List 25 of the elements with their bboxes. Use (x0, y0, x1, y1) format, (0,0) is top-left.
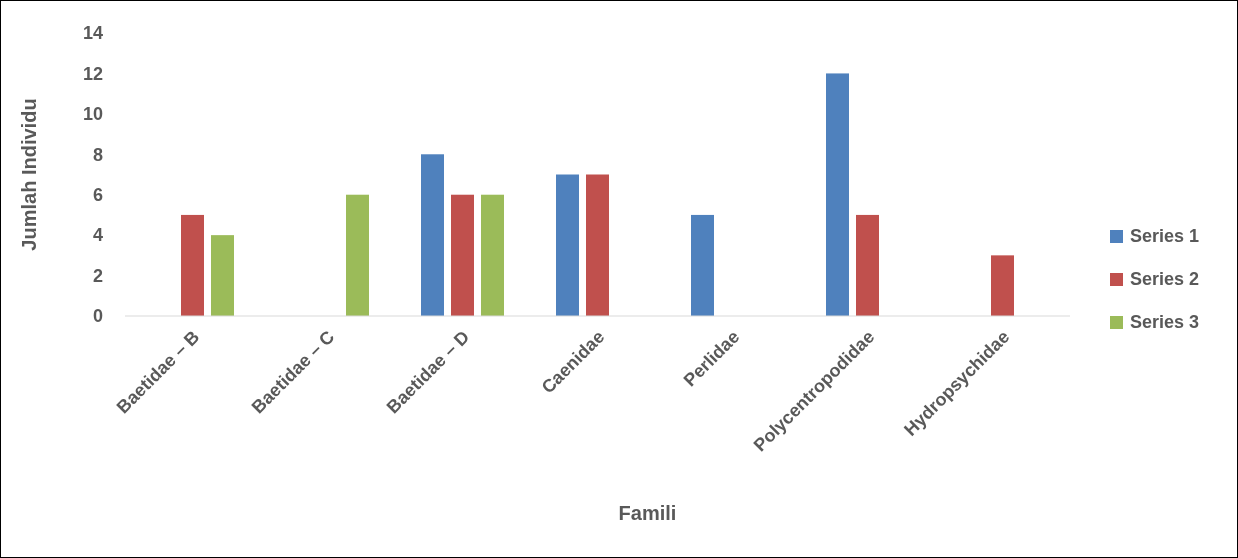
legend-label: Series 1 (1130, 226, 1200, 247)
bar (991, 255, 1014, 316)
bar (181, 214, 204, 316)
bar (556, 174, 579, 316)
y-tick-label: 6 (92, 185, 103, 206)
y-tick-label: 14 (82, 23, 103, 44)
bar (691, 214, 714, 316)
y-tick-label: 2 (92, 265, 103, 286)
bar (586, 174, 609, 316)
y-tick-label: 0 (92, 306, 103, 327)
bar (481, 194, 504, 316)
y-tick-label: 10 (82, 104, 103, 125)
bar (826, 73, 849, 316)
bar (211, 235, 234, 316)
x-axis-title: Famili (618, 502, 677, 524)
y-tick-label: 12 (82, 63, 103, 84)
legend-label: Series 3 (1130, 312, 1200, 333)
bar (856, 214, 879, 316)
legend-label: Series 2 (1130, 269, 1200, 290)
y-tick-label: 4 (92, 225, 103, 246)
y-tick-label: 8 (92, 144, 103, 165)
bar (421, 154, 444, 316)
bar (346, 194, 369, 316)
y-axis-title: Jumlah Individu (18, 98, 40, 251)
bar (451, 194, 474, 316)
